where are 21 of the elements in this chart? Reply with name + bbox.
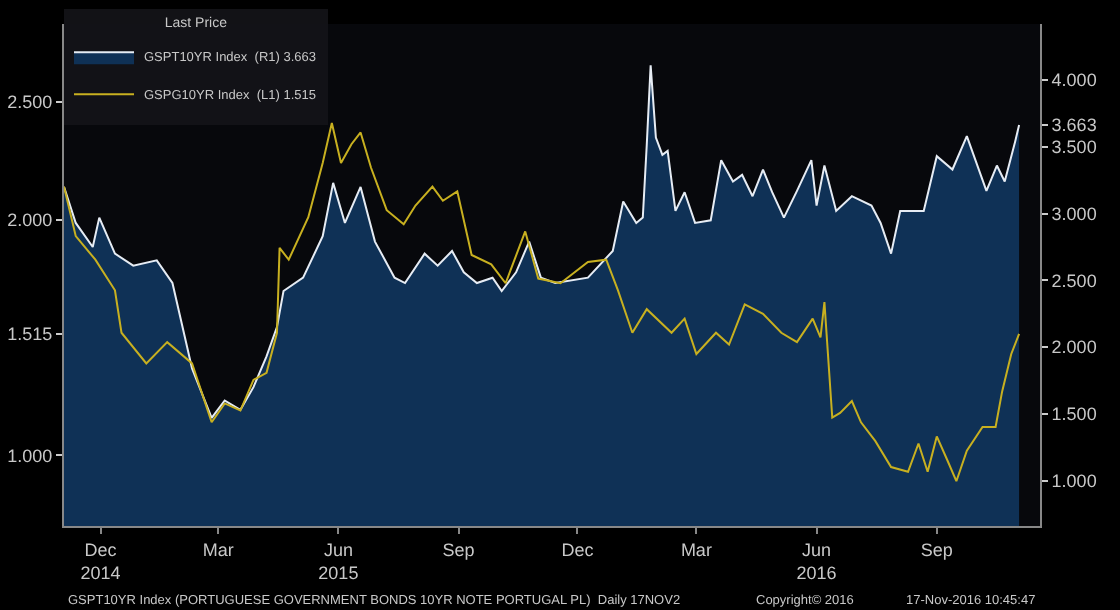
y-tick-label: 2.500 xyxy=(7,92,53,113)
x-tick-label: Dec 2014 xyxy=(80,539,121,583)
x-tick-label: Jun 2015 xyxy=(318,539,359,583)
y2-tick-label: 3.663 xyxy=(1051,115,1097,136)
y2-tick-label: 3.500 xyxy=(1051,137,1097,158)
y-tick-label: 1.000 xyxy=(7,445,53,466)
y-tick-label: 2.000 xyxy=(7,209,53,230)
x-tick-label: Dec xyxy=(561,539,595,560)
y-tick-label: 1.515 xyxy=(7,324,53,345)
x-tick-label: Sep xyxy=(442,539,475,560)
y2-tick-label: 4.000 xyxy=(1051,70,1097,91)
y2-tick-label: 2.000 xyxy=(1051,337,1097,358)
y2-tick-label: 3.000 xyxy=(1051,203,1097,224)
x-tick-label: Jun 2016 xyxy=(796,539,837,583)
x-tick-label: Mar xyxy=(202,539,234,560)
x-tick-label: Mar xyxy=(680,539,712,560)
y2-tick-label: 2.500 xyxy=(1051,270,1097,291)
x-tick-label: Sep xyxy=(920,539,953,560)
line-series xyxy=(64,121,1021,483)
y2-tick-label: 1.000 xyxy=(1051,470,1097,491)
y2-tick-label: 1.500 xyxy=(1051,404,1097,425)
